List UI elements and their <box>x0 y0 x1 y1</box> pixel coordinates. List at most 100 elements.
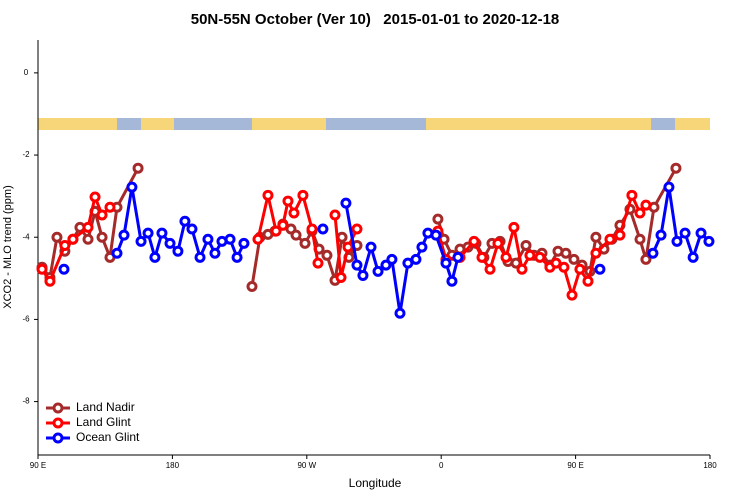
data-point <box>351 259 363 271</box>
data-point <box>282 195 294 207</box>
data-point <box>687 251 699 263</box>
data-point <box>82 233 94 245</box>
data-point <box>640 199 652 211</box>
data-point <box>336 231 348 243</box>
data-point <box>126 181 138 193</box>
data-point <box>132 162 144 174</box>
data-point <box>440 257 452 269</box>
data-point <box>321 249 333 261</box>
data-point <box>262 189 274 201</box>
y-tick-label: 0 <box>24 68 29 77</box>
data-point <box>508 221 520 233</box>
data-point <box>149 251 161 263</box>
data-point <box>594 263 606 275</box>
data-point <box>655 229 667 241</box>
x-tick-label: 90 E <box>567 461 583 470</box>
data-point <box>679 227 691 239</box>
legend-marker <box>52 417 64 429</box>
data-point <box>270 225 282 237</box>
data-point <box>671 235 683 247</box>
series-line <box>651 186 711 263</box>
x-tick-label: 180 <box>703 461 717 470</box>
legend-label: Ocean Glint <box>76 430 140 444</box>
legend-marker <box>52 402 64 414</box>
data-point <box>634 207 646 219</box>
data-point <box>568 253 580 265</box>
data-point <box>663 181 675 193</box>
data-point <box>297 189 309 201</box>
data-point <box>156 227 168 239</box>
data-point <box>179 215 191 227</box>
ocean-strip <box>174 118 252 130</box>
data-point <box>430 229 442 241</box>
x-axis-label: Longitude <box>349 476 402 490</box>
data-point <box>89 191 101 203</box>
data-point <box>386 253 398 265</box>
data-point <box>534 251 546 263</box>
data-point <box>476 251 488 263</box>
data-point <box>640 253 652 265</box>
data-point <box>277 219 289 231</box>
data-point <box>410 253 422 265</box>
chart-title: 50N-55N October (Ver 10) 2015-01-01 to 2… <box>191 11 560 28</box>
data-point <box>299 237 311 249</box>
data-point <box>202 233 214 245</box>
data-point <box>452 251 464 263</box>
ocean-strip <box>326 118 426 130</box>
data-point <box>626 189 638 201</box>
data-point <box>312 257 324 269</box>
data-point <box>186 223 198 235</box>
data-point <box>231 251 243 263</box>
data-point <box>44 275 56 287</box>
data-point <box>317 223 329 235</box>
data-point <box>416 241 428 253</box>
data-point <box>36 263 48 275</box>
data-point <box>82 221 94 233</box>
data-point <box>357 269 369 281</box>
series-line <box>344 202 460 314</box>
y-tick-label: -8 <box>22 397 30 406</box>
data-point <box>647 247 659 259</box>
data-point <box>164 237 176 249</box>
data-point <box>432 213 444 225</box>
data-point <box>306 223 318 235</box>
data-point <box>703 235 715 247</box>
series-line <box>436 191 648 301</box>
data-point <box>550 257 562 269</box>
legend-label: Land Nadir <box>76 400 135 414</box>
y-tick-label: -6 <box>22 315 30 324</box>
data-point <box>67 233 79 245</box>
y-axis-label: XCO2 - MLO trend (ppm) <box>2 185 14 308</box>
y-tick-label: -4 <box>22 232 30 241</box>
data-point <box>614 229 626 241</box>
data-point <box>590 231 602 243</box>
data-point <box>520 239 532 251</box>
ocean-strip <box>651 118 675 130</box>
data-point <box>135 235 147 247</box>
data-point <box>51 231 63 243</box>
data-point <box>516 263 528 275</box>
data-point <box>96 231 108 243</box>
data-point <box>524 249 536 261</box>
land-ocean-strip <box>38 118 710 130</box>
legend-label: Land Glint <box>76 415 131 429</box>
ocean-strip <box>117 118 141 130</box>
data-point <box>246 281 258 293</box>
data-point <box>342 241 354 253</box>
data-point <box>670 162 682 174</box>
series-line <box>40 167 140 282</box>
data-point <box>634 233 646 245</box>
data-point <box>58 263 70 275</box>
data-point <box>329 209 341 221</box>
data-point <box>590 247 602 259</box>
legend-marker <box>52 432 64 444</box>
data-point <box>500 251 512 263</box>
data-point <box>224 233 236 245</box>
data-point <box>335 271 347 283</box>
data-point <box>560 247 572 259</box>
data-point <box>290 229 302 241</box>
y-tick-label: -2 <box>22 150 30 159</box>
data-point <box>574 263 586 275</box>
